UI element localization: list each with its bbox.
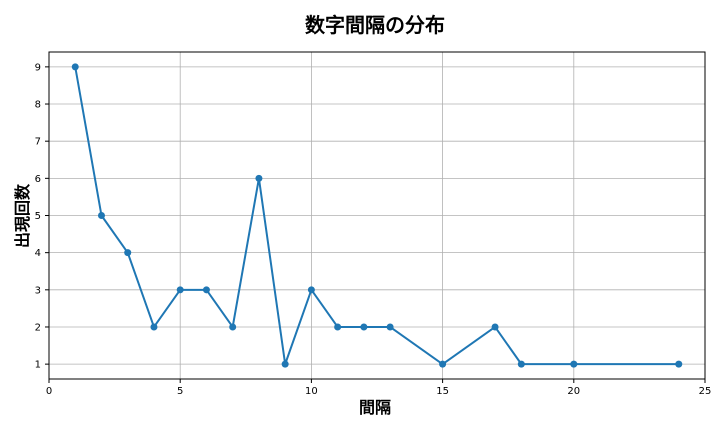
y-tick-label: 7 <box>35 137 41 148</box>
x-tick-label: 20 <box>567 386 580 397</box>
y-tick-label: 8 <box>35 100 41 111</box>
data-point <box>150 323 158 331</box>
series-line-path <box>74 66 679 366</box>
data-point <box>176 286 184 294</box>
x-tick-label: 5 <box>177 386 183 397</box>
x-axis: 0 5 10 15 20 25 <box>46 379 712 397</box>
data-point <box>281 360 289 368</box>
data-point <box>202 286 210 294</box>
data-point <box>255 174 263 182</box>
y-tick-label: 3 <box>35 285 41 296</box>
y-tick-label: 1 <box>35 360 41 371</box>
y-tick-label: 5 <box>35 211 41 222</box>
data-point <box>334 323 342 331</box>
data-point <box>229 323 237 331</box>
series-line <box>71 63 683 368</box>
grid-lines <box>48 52 706 379</box>
x-tick-label: 0 <box>46 386 52 397</box>
x-tick-label: 15 <box>436 386 449 397</box>
data-point <box>386 323 394 331</box>
data-point <box>360 323 368 331</box>
data-point <box>570 360 578 368</box>
data-point <box>491 323 499 331</box>
data-point <box>124 249 132 257</box>
x-axis-label: 間隔 <box>359 398 391 417</box>
data-point <box>71 63 79 71</box>
data-point <box>517 360 525 368</box>
y-tick-label: 4 <box>35 248 41 259</box>
y-axis: 1 2 3 4 5 6 7 8 9 <box>35 62 49 371</box>
x-tick-label: 10 <box>305 386 318 397</box>
data-point <box>307 286 315 294</box>
y-tick-label: 2 <box>35 322 41 333</box>
y-axis-label: 出現回数 <box>13 183 32 248</box>
data-point <box>439 360 447 368</box>
y-tick-label: 6 <box>35 174 41 185</box>
chart-title: 数字間隔の分布 <box>305 13 445 37</box>
x-tick-label: 25 <box>699 386 712 397</box>
data-point <box>97 212 105 219</box>
data-point <box>675 360 683 368</box>
y-tick-label: 9 <box>35 62 41 73</box>
